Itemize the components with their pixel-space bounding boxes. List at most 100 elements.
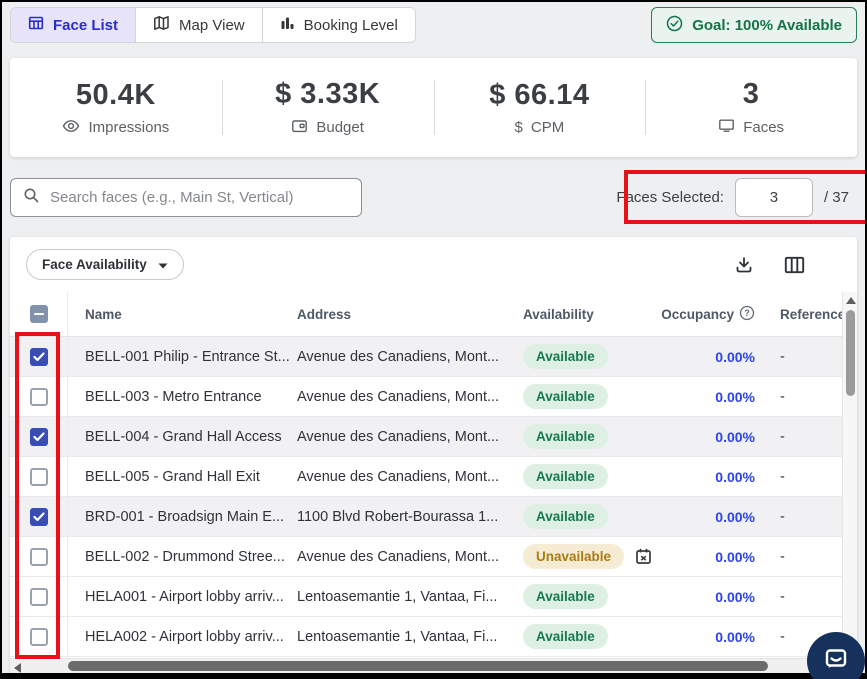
availability-badge: Available: [523, 504, 608, 529]
availability-badge: Available: [523, 344, 608, 369]
face-address: Avenue des Canadiens, Mont...: [295, 469, 520, 485]
check-icon: [33, 432, 45, 442]
indeterminate-icon: [34, 313, 44, 315]
table-row[interactable]: BELL-002 - Drummond Stree... Avenue des …: [10, 537, 857, 577]
faces-selected-group: Faces Selected: / 37: [616, 178, 849, 217]
budget-value: $ 3.33K: [275, 78, 380, 111]
faces-selected-input[interactable]: [735, 178, 813, 217]
face-address: Lentoasemantie 1, Vantaa, Fi...: [295, 629, 520, 645]
face-name: BELL-005 - Grand Hall Exit: [68, 469, 295, 485]
availability-cell: Available: [520, 584, 670, 609]
header-occupancy-label: Occupancy: [661, 307, 734, 322]
face-address: 1100 Blvd Robert-Bourassa 1...: [295, 509, 520, 525]
bar-chart-icon: [280, 15, 295, 35]
table-row[interactable]: HELA002 - Airport lobby arriv... Lentoas…: [10, 617, 857, 657]
faces-selected-label: Faces Selected:: [616, 189, 724, 206]
availability-cell: Available: [520, 504, 670, 529]
row-checkbox[interactable]: [30, 348, 48, 366]
chat-icon: [822, 645, 850, 678]
face-name: BELL-002 - Drummond Stree...: [68, 549, 295, 565]
search-input[interactable]: [50, 189, 349, 206]
face-name: BELL-001 Philip - Entrance St...: [68, 349, 295, 365]
row-checkbox[interactable]: [30, 388, 48, 406]
row-checkbox[interactable]: [30, 468, 48, 486]
occupancy-value: 0.00%: [715, 429, 755, 445]
tab-booking-level[interactable]: Booking Level: [263, 8, 415, 42]
row-checkbox[interactable]: [30, 628, 48, 646]
tab-face-list[interactable]: Face List: [11, 8, 136, 42]
table-row[interactable]: HELA001 - Airport lobby arriv... Lentoas…: [10, 577, 857, 617]
dollar-icon: $: [515, 119, 523, 136]
table-row[interactable]: BELL-005 - Grand Hall Exit Avenue des Ca…: [10, 457, 857, 497]
tab-label: Face List: [53, 17, 118, 34]
header-address: Address: [295, 307, 520, 322]
columns-icon[interactable]: [784, 256, 805, 274]
select-all-checkbox[interactable]: [30, 305, 48, 323]
table-row[interactable]: BELL-004 - Grand Hall Access Avenue des …: [10, 417, 857, 457]
scroll-up-arrow-icon[interactable]: [846, 297, 856, 304]
row-checkbox-cell: [10, 337, 68, 376]
availability-cell: Available: [520, 424, 670, 449]
tab-map-view[interactable]: Map View: [136, 8, 263, 42]
row-checkbox[interactable]: [30, 548, 48, 566]
availability-badge: Available: [523, 464, 608, 489]
app-window: Face List Map View Booking Level: [0, 0, 867, 679]
view-tabs: Face List Map View Booking Level: [10, 7, 416, 43]
row-checkbox[interactable]: [30, 588, 48, 606]
stat-impressions: 50.4K Impressions: [10, 58, 222, 157]
scroll-left-arrow-icon[interactable]: [14, 663, 21, 673]
row-checkbox-cell: [10, 577, 68, 616]
eye-icon: [62, 119, 80, 137]
table-row[interactable]: BELL-003 - Metro Entrance Avenue des Can…: [10, 377, 857, 417]
cpm-value: $ 66.14: [489, 79, 589, 112]
availability-cell: Available: [520, 464, 670, 489]
wallet-icon: [291, 118, 308, 138]
table-row[interactable]: BELL-001 Philip - Entrance St... Avenue …: [10, 337, 857, 377]
availability-badge: Available: [523, 584, 608, 609]
face-name: BRD-001 - Broadsign Main E...: [68, 509, 295, 525]
stat-budget: $ 3.33K Budget: [222, 58, 434, 157]
screen-icon: [718, 118, 735, 137]
availability-cell: Available: [520, 344, 670, 369]
header-name: Name: [68, 307, 295, 322]
row-checkbox[interactable]: [30, 508, 48, 526]
header-availability: Availability: [520, 307, 670, 322]
stat-label-text: Impressions: [88, 119, 169, 136]
face-address: Avenue des Canadiens, Mont...: [295, 429, 520, 445]
tab-label: Booking Level: [304, 17, 398, 34]
table-body: BELL-001 Philip - Entrance St... Avenue …: [10, 337, 857, 657]
goal-label: Goal: 100% Available: [692, 17, 842, 34]
search-box: [10, 178, 362, 217]
row-checkbox-cell: [10, 497, 68, 536]
stat-cpm: $ 66.14 $ CPM: [434, 58, 646, 157]
occupancy-value: 0.00%: [715, 349, 755, 365]
header-checkbox-cell: [10, 292, 68, 336]
face-availability-filter[interactable]: Face Availability: [26, 249, 184, 280]
stat-label-text: Budget: [316, 119, 364, 136]
caret-down-icon: [158, 257, 168, 272]
vertical-scroll-thumb[interactable]: [846, 310, 855, 396]
download-icon[interactable]: [734, 255, 754, 275]
face-name: BELL-003 - Metro Entrance: [68, 389, 295, 405]
stat-faces: 3 Faces: [645, 58, 857, 157]
availability-cell: Available: [520, 624, 670, 649]
row-checkbox[interactable]: [30, 428, 48, 446]
check-circle-icon: [666, 15, 683, 36]
check-icon: [33, 352, 45, 362]
map-icon: [153, 15, 170, 35]
faces-total: / 37: [824, 189, 849, 206]
calendar-x-icon[interactable]: [634, 547, 653, 566]
horizontal-scroll-thumb[interactable]: [68, 661, 768, 671]
svg-text:?: ?: [744, 308, 750, 318]
vertical-scrollbar[interactable]: [842, 292, 857, 658]
horizontal-scrollbar[interactable]: [10, 658, 842, 673]
availability-badge: Available: [523, 624, 608, 649]
check-icon: [33, 512, 45, 522]
header-occupancy: Occupancy ?: [670, 305, 765, 324]
availability-badge: Unavailable: [523, 544, 624, 569]
help-icon[interactable]: ?: [739, 305, 755, 324]
stat-label-text: Faces: [743, 119, 784, 136]
occupancy-value: 0.00%: [715, 589, 755, 605]
table-row[interactable]: BRD-001 - Broadsign Main E... 1100 Blvd …: [10, 497, 857, 537]
availability-badge: Available: [523, 384, 608, 409]
